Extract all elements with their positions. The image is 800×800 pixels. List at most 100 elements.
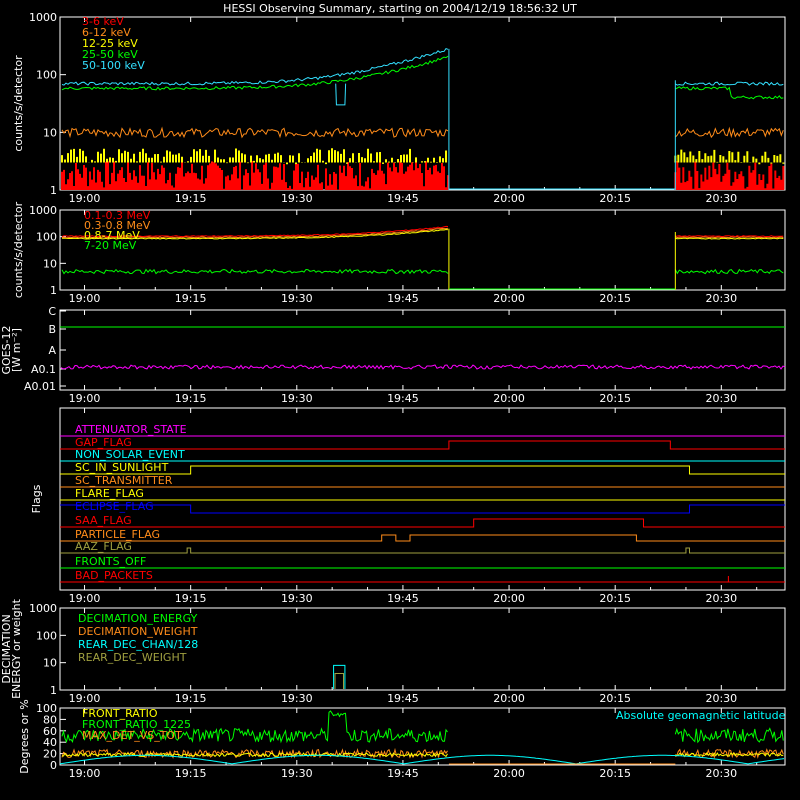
x-tick-label: 20:00 [493,192,525,205]
x-tick-label: 19:15 [175,592,207,605]
x-tick-label: 19:00 [69,692,101,705]
goes-ylabel-units: [W m⁻²] [10,328,23,372]
flag-label-7: SAA_FLAG [75,514,132,527]
flag-label-2: NON_SOLAR_EVENT [75,448,185,461]
lo-energy-frame [59,16,786,191]
x-tick-label: 19:00 [69,767,101,780]
x-tick-label: 19:15 [175,692,207,705]
flag-label-10: FRONTS_OFF [75,555,146,568]
x-tick-label: 20:15 [599,292,631,305]
lo-energy-legend-3: 25-50 keV [82,48,138,61]
decimation-legend-2: REAR_DEC_CHAN/128 [78,638,198,651]
x-tick-label: 20:00 [493,592,525,605]
x-tick-label: 20:15 [599,192,631,205]
x-tick-label: 19:45 [387,192,419,205]
ratio-ylabel: Degrees or % [18,699,31,773]
rear-dec-weight-spike [334,673,344,689]
hi-energy-ylabel: counts/s/detector [12,201,25,298]
x-tick-label: 19:30 [281,767,313,780]
x-tick-label: 20:30 [705,392,737,405]
y-tick-label: 10 [43,257,57,270]
y-tick-label: C [48,305,56,318]
y-tick-label: 100 [36,231,57,244]
x-tick-label: 20:15 [599,767,631,780]
y-tick-label: 10 [43,657,57,670]
y-tick-label: 10 [43,126,57,139]
series-0.3-0.8mev [61,227,784,239]
flag-line-1 [60,440,785,450]
x-tick-label: 19:00 [69,592,101,605]
x-tick-label: 20:00 [493,692,525,705]
y-tick-label: 100 [36,69,57,82]
x-tick-label: 20:00 [493,292,525,305]
y-tick-label: 40 [43,736,57,749]
x-tick-label: 20:15 [599,592,631,605]
flag-label-4: SC_TRANSMITTER [75,474,173,487]
y-tick-label: 1 [50,184,57,197]
figure-title: HESSI Observing Summary, starting on 200… [223,2,577,15]
flag-label-9: AAZ_FLAG [75,540,132,553]
y-tick-label: 60 [43,725,57,738]
y-tick-label: 1000 [29,11,57,24]
y-tick-label: 80 [43,713,57,726]
x-tick-label: 20:15 [599,692,631,705]
flag-line-9 [60,547,785,554]
ratio-legend-2: MAX_DET_VS_TOT [82,729,182,742]
decimation-legend-1: DECIMATION_WEIGHT [78,625,198,638]
y-tick-label: A0.1 [31,363,56,376]
flag-line-7 [60,518,785,528]
x-tick-label: 19:45 [387,767,419,780]
hi-energy-frame [59,209,786,291]
x-tick-label: 19:45 [387,392,419,405]
series-6-12kev [61,126,784,139]
flag-label-6: ECLIPSE_FLAG [75,500,154,513]
y-tick-label: 1 [50,684,57,697]
lo-energy-legend-0: 3-6 keV [82,15,124,28]
ratio-frame [59,707,786,766]
rate-dip [335,83,347,106]
x-tick-label: 20:30 [705,292,737,305]
series-3-6kev [61,161,785,190]
flag-label-3: SC_IN_SUNLIGHT [75,461,169,474]
x-tick-label: 20:00 [493,392,525,405]
decimation-ylabel: DECIMATION [0,614,13,683]
decimation-frame [59,607,786,691]
y-tick-label: 1000 [29,602,57,615]
series-7-20mev [61,268,784,275]
lo-energy-legend-4: 50-100 keV [82,59,145,72]
x-tick-label: 20:30 [705,767,737,780]
x-tick-label: 20:15 [599,392,631,405]
front-ratio-1225 [61,710,784,744]
front-ratio [61,752,784,758]
hi-energy-legend-2: 0.8-7 MeV [84,229,140,242]
hi-energy-legend-3: 7-20 MeV [84,239,137,252]
lo-energy-legend-1: 6-12 keV [82,26,131,39]
lo-energy-ylabel: counts/s/detector [12,55,25,152]
series-0.1-0.3mev [61,225,784,238]
x-tick-label: 19:30 [281,592,313,605]
flag-label-11: BAD_PACKETS [75,569,153,582]
flag-line-3 [60,465,785,475]
decimation-ylabel2: ENERGY or weight [10,598,23,698]
x-tick-label: 19:15 [175,192,207,205]
x-tick-label: 19:00 [69,292,101,305]
y-tick-label: 1 [50,284,57,297]
flags-frame [59,407,786,591]
x-tick-label: 20:00 [493,767,525,780]
y-tick-label: 100 [36,629,57,642]
flags-ylabel: Flags [30,484,43,513]
x-tick-label: 19:30 [281,292,313,305]
x-tick-label: 19:00 [69,192,101,205]
x-tick-label: 19:00 [69,392,101,405]
y-tick-label: A0.01 [24,380,56,393]
goes-short-channel [60,364,786,370]
y-tick-label: B [48,323,56,336]
x-tick-label: 19:15 [175,392,207,405]
x-tick-label: 20:30 [705,192,737,205]
ratio-legend-1: FRONT_RATIO_1225 [82,718,191,731]
flag-line-11 [60,576,785,583]
flag-line-8 [60,534,785,542]
series-25-50kev [61,55,784,100]
x-tick-label: 19:15 [175,292,207,305]
